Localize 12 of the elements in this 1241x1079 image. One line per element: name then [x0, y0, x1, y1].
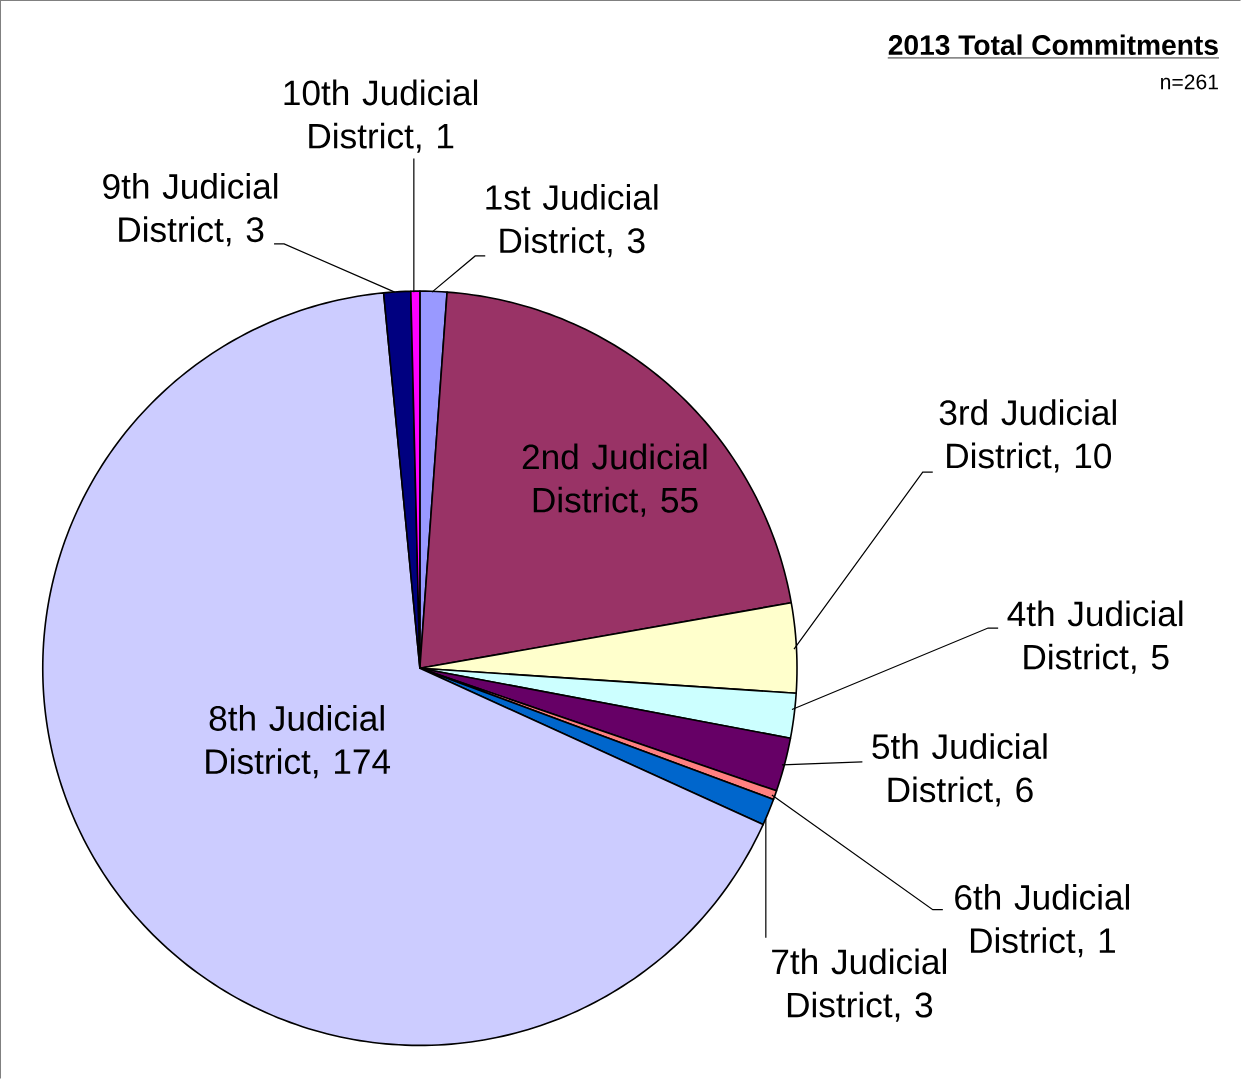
slice-label: 9th Judicial District, 3 — [103, 172, 278, 247]
slice-label: 4th Judicial District, 5 — [1007, 600, 1183, 674]
slice-label: 10th Judicial District, 1 — [284, 79, 478, 153]
slice-label: 8th Judicial District, 174 — [206, 705, 391, 779]
slice-label: 3rd Judicial District, 10 — [939, 399, 1116, 473]
slice-label: 2nd Judicial District, 55 — [522, 443, 707, 517]
slice-label: 7th Judicial District, 3 — [772, 948, 946, 1022]
slice-label: 1st Judicial District, 3 — [486, 184, 658, 258]
slice-label: 5th Judicial District, 6 — [872, 733, 1047, 807]
chart-subtitle: n=261 — [1161, 74, 1218, 90]
slice-label: 6th Judicial District, 1 — [955, 884, 1130, 958]
chart-title: 2013 Total Commitments — [888, 34, 1218, 56]
